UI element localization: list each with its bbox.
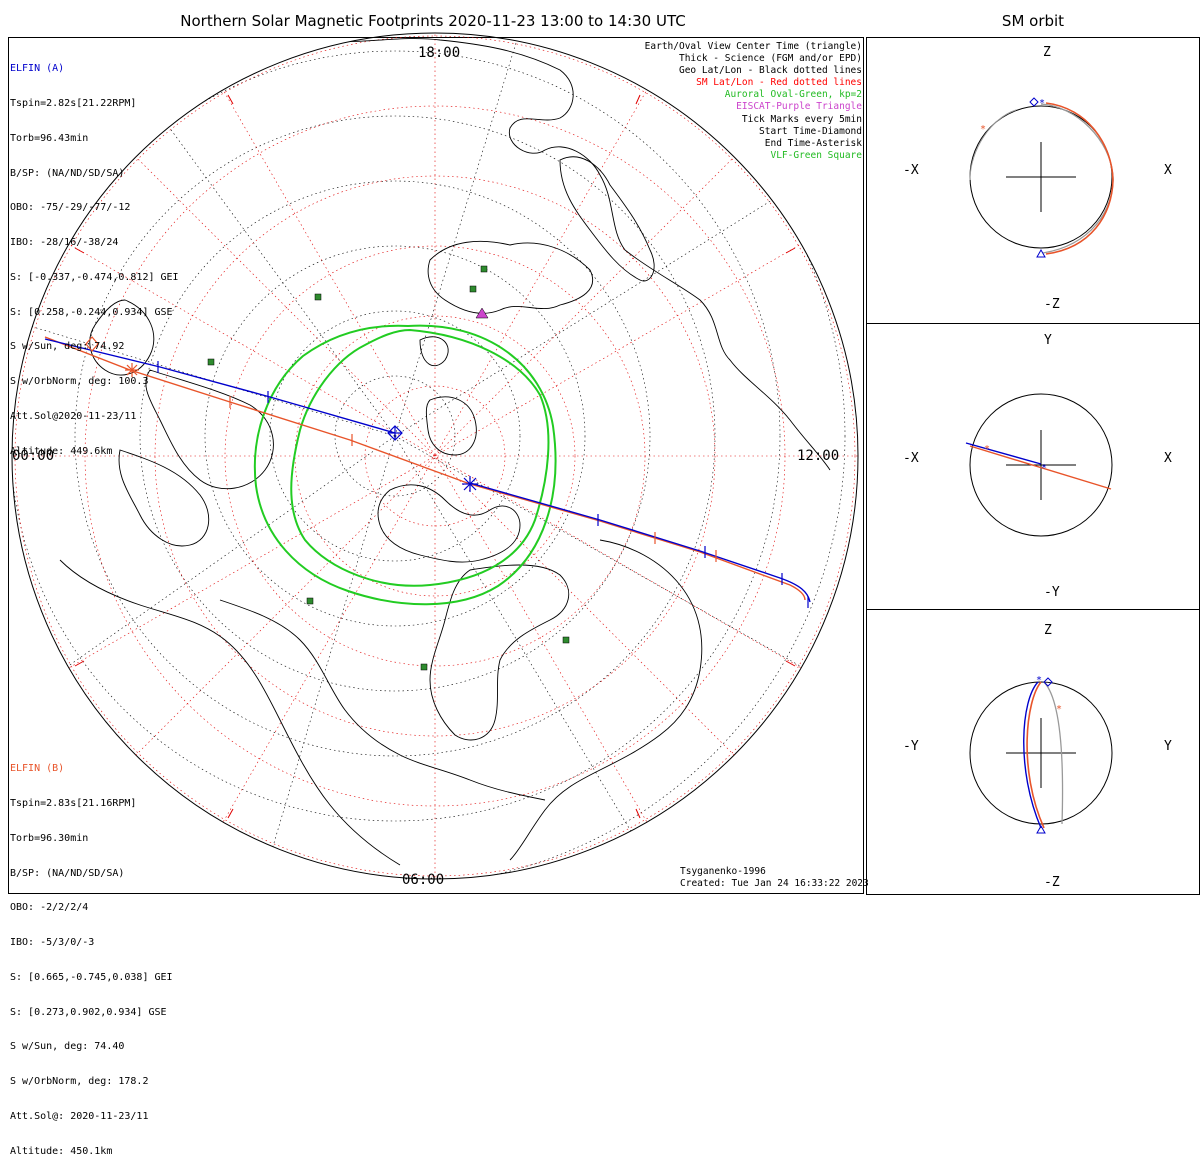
elfin-b-start-diamond (85, 336, 99, 352)
legend-item: Tick Marks every 5min (741, 113, 862, 125)
xz-top-label: Z (1043, 45, 1051, 60)
auroral-oval (253, 324, 557, 606)
xz-right-label: X (1164, 163, 1172, 178)
elfin-a-line: Altitude: 449.6km (10, 445, 113, 457)
sm-grid (12, 33, 858, 879)
svg-text:*: * (1036, 675, 1042, 686)
elfin-b-end-asterisk (125, 363, 139, 377)
xy-right-label: X (1164, 451, 1172, 466)
elfin-a-line: Tspin=2.82s[21.22RPM] (10, 97, 137, 109)
elfin-a-line: Torb=96.43min (10, 132, 89, 144)
sm-orbit-xy: * * Y -Y -X X (903, 333, 1172, 600)
yz-top-label: Z (1044, 623, 1052, 638)
xy-left-label: -X (903, 451, 919, 466)
elfin-b-info: ELFIN (B) Tspin=2.83s[21.16RPM] Torb=96.… (10, 740, 173, 1169)
elfin-a-line: S w/OrbNorm, deg: 100.3 (10, 376, 149, 388)
credit: Tsyganenko-1996 Created: Tue Jan 24 16:3… (680, 866, 869, 890)
coastlines (59, 38, 831, 866)
legend-item: Geo Lat/Lon - Black dotted lines (678, 65, 862, 77)
elfin-b-track (44, 336, 806, 601)
legend-item: Earth/Oval View Center Time (triangle) (644, 41, 862, 52)
elfin-b-line: S w/Sun, deg: 74.40 (10, 1041, 125, 1053)
elfin-b-line: IBO: -5/3/0/-3 (10, 937, 95, 949)
legend-item: Thick - Science (FGM and/or EPD) (678, 53, 862, 65)
elfin-a-line: S: [0.258,-0.244,0.934] GSE (10, 306, 173, 318)
elfin-a-line: S: [-0.337,-0.474,0.812] GEI (10, 271, 179, 283)
elfin-a-end-asterisk (462, 476, 478, 492)
elfin-b-name: ELFIN (B) (10, 763, 65, 775)
elfin-b-line: Att.Sol@: 2020-11-23/11 (10, 1111, 149, 1122)
elfin-a-info: ELFIN (A) Tspin=2.82s[21.22RPM] Torb=96.… (10, 40, 179, 469)
credit-created: Created: Tue Jan 24 16:33:22 2023 (680, 878, 869, 889)
sm-orbit-yz: * * Z -Z -Y Y (903, 623, 1172, 890)
legend-item: SM Lat/Lon - Red dotted lines (696, 77, 862, 89)
elfin-a-name: ELFIN (A) (10, 63, 65, 75)
elfin-b-line: S: [0.273,0.902,0.934] GSE (10, 1006, 167, 1018)
elfin-b-line: Altitude: 450.1km (10, 1145, 113, 1157)
svg-text:*: * (984, 444, 990, 455)
elfin-a-line: S w/Sun, deg: 74.92 (10, 341, 125, 353)
xz-left-label: -X (903, 163, 919, 178)
svg-text:*: * (1056, 704, 1062, 715)
svg-text:*: * (1039, 98, 1045, 109)
legend-item: End Time-Asterisk (764, 137, 862, 149)
elfin-a-line: B/SP: (NA/ND/SD/SA) (10, 167, 125, 179)
legend: Earth/Oval View Center Time (triangle) T… (645, 41, 862, 162)
legend-item: EISCAT-Purple Triangle (736, 101, 862, 113)
elfin-a-start-diamond (387, 425, 403, 441)
elfin-b-line: B/SP: (NA/ND/SD/SA) (10, 867, 125, 879)
elfin-b-line: Torb=96.30min (10, 832, 89, 844)
yz-bottom-label: -Z (1044, 875, 1060, 890)
credit-model: Tsyganenko-1996 (680, 866, 766, 877)
sm-orbit-plots: * * Z -Z -X X * * Y -Y -X X * * Z -Z -Y … (903, 45, 1172, 890)
elfin-b-line: OBO: -2/2/2/4 (10, 902, 89, 914)
elfin-a-track (44, 338, 811, 603)
mlt-label-top: 18:00 (418, 45, 460, 61)
footprint-map: 18:00 00:00 12:00 06:00 (11, 32, 859, 888)
legend-item: VLF-Green Square (770, 149, 862, 161)
elfin-b-line: S: [0.665,-0.745,0.038] GEI (10, 971, 173, 983)
yz-right-label: Y (1164, 739, 1172, 754)
xz-bottom-label: -Z (1044, 297, 1060, 312)
xy-top-label: Y (1044, 333, 1052, 348)
elfin-a-line: OBO: -75/-29/-77/-12 (10, 202, 131, 214)
vlf-stations (207, 265, 570, 671)
mlt-label-right: 12:00 (797, 448, 839, 464)
footprint-map-frame (8, 37, 864, 894)
elfin-b-line: Tspin=2.83s[21.16RPM] (10, 797, 137, 809)
elfin-a-line: Att.Sol@2020-11-23/11 (10, 411, 137, 422)
elfin-a-line: IBO: -28/16/-38/24 (10, 237, 119, 249)
sm-orbit-title: SM orbit (1001, 12, 1065, 30)
yz-left-label: -Y (903, 739, 919, 754)
mlt-label-left: 00:00 (12, 448, 54, 464)
map-boundary (11, 32, 859, 880)
elfin-b-line: S w/OrbNorm, deg: 178.2 (10, 1076, 149, 1088)
xy-bottom-label: -Y (1044, 585, 1060, 600)
eiscat-triangle (475, 307, 489, 319)
legend-item: Start Time-Diamond (759, 125, 862, 137)
plot-title: Northern Solar Magnetic Footprints 2020-… (180, 12, 686, 30)
svg-text:*: * (980, 124, 986, 135)
mlt-label-bottom: 06:00 (402, 872, 444, 888)
svg-text:*: * (1041, 463, 1047, 474)
sm-orbit-xz: * * Z -Z -X X (903, 45, 1172, 312)
legend-item: Auroral Oval-Green, kp=2 (724, 89, 862, 101)
